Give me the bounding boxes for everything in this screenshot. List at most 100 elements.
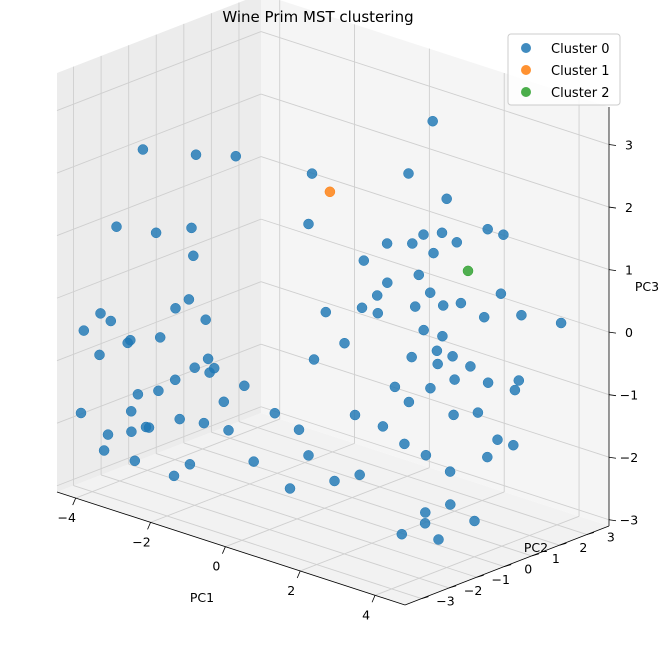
- y-tick-label: 1: [552, 551, 560, 566]
- data-point-cluster-1: [324, 186, 336, 198]
- data-point-cluster-0: [354, 469, 365, 481]
- data-point-cluster-0: [555, 317, 567, 329]
- grid-line-z: [260, 93, 610, 208]
- data-point-cluster-0: [437, 330, 448, 342]
- data-point-cluster-0: [513, 375, 525, 386]
- data-point-cluster-0: [329, 475, 340, 487]
- data-point-cluster-0: [381, 238, 393, 249]
- data-point-cluster-0: [78, 325, 90, 336]
- data-point-cluster-0: [150, 227, 162, 239]
- y-tick-label: 3: [607, 530, 615, 545]
- legend-label: Cluster 2: [551, 86, 610, 101]
- data-point-cluster-0: [465, 361, 476, 372]
- data-point-cluster-0: [349, 409, 361, 421]
- data-point-cluster-0: [190, 149, 202, 160]
- z-axis-label: PC3: [635, 279, 659, 294]
- data-point-cluster-0: [492, 434, 503, 445]
- z-tick-label: 2: [625, 200, 633, 215]
- x-tick-mark: [222, 546, 226, 554]
- data-point-cluster-0: [428, 247, 439, 259]
- grid-line-z: [56, 218, 262, 299]
- data-point-cluster-0: [248, 456, 259, 467]
- data-point-cluster-0: [169, 374, 181, 386]
- axis-ticks: −4 −2 0 2 4 −3 −2 −1 0 1 2 3 −3 −2 −1 0 1 2 3: [57, 138, 638, 623]
- grid-line-z: [56, 31, 262, 111]
- data-point-cluster-0: [95, 308, 106, 319]
- data-point-cluster-0: [204, 367, 215, 378]
- data-point-cluster-2: [462, 265, 474, 277]
- data-point-cluster-0: [478, 311, 490, 323]
- grid-line-x: [374, 515, 580, 596]
- x-tick-label: −4: [57, 510, 75, 525]
- data-point-cluster-0: [406, 351, 417, 363]
- data-point-cluster-0: [102, 429, 114, 440]
- data-point-cluster-0: [153, 385, 164, 397]
- x-tick-mark: [147, 522, 151, 530]
- data-point-cluster-0: [371, 290, 383, 301]
- legend-marker: [521, 43, 531, 53]
- data-point-cluster-0: [94, 349, 105, 361]
- data-point-cluster-0: [433, 534, 444, 545]
- data-point-cluster-0: [444, 466, 456, 477]
- data-point-cluster-0: [389, 381, 401, 393]
- data-point-cluster-0: [447, 351, 458, 362]
- data-point-cluster-0: [75, 407, 87, 419]
- grid-line-y: [156, 453, 505, 567]
- grid-line-z: [260, 218, 610, 333]
- legend-marker: [521, 65, 531, 75]
- data-point-cluster-0: [508, 439, 519, 451]
- y-tick-mark: [421, 596, 429, 599]
- data-point-cluster-0: [419, 518, 431, 529]
- data-point-cluster-0: [407, 238, 418, 249]
- data-point-cluster-0: [448, 409, 459, 421]
- data-point-cluster-0: [418, 324, 429, 336]
- data-point-cluster-0: [482, 377, 494, 388]
- data-point-cluster-0: [188, 250, 199, 262]
- grid-line-x: [150, 442, 355, 523]
- y-tick-mark: [559, 542, 567, 546]
- y-tick-mark: [531, 553, 539, 557]
- data-point-cluster-0: [418, 229, 429, 240]
- x-tick-mark: [296, 570, 301, 579]
- data-point-cluster-0: [356, 302, 368, 314]
- grid-line-z: [260, 406, 610, 521]
- z-tick-label: 0: [625, 325, 633, 340]
- data-point-cluster-0: [455, 297, 467, 309]
- data-point-cluster-0: [306, 168, 318, 179]
- data-point-cluster-0: [377, 421, 389, 432]
- data-point-cluster-0: [449, 374, 460, 385]
- z-tick-label: −3: [620, 513, 638, 528]
- data-point-cluster-0: [403, 168, 414, 179]
- x-axis-line: [56, 491, 406, 606]
- z-tick-label: 1: [625, 263, 633, 278]
- data-point-cluster-0: [437, 300, 449, 311]
- legend-box: [507, 33, 621, 106]
- grid-line-z: [56, 156, 262, 237]
- z-tick-mark: [608, 519, 617, 522]
- data-point-cluster-0: [431, 345, 443, 357]
- grid-line-z: [56, 281, 262, 362]
- z-tick-mark: [608, 144, 617, 146]
- grid-line-y: [128, 463, 477, 578]
- y-tick-mark: [586, 532, 595, 535]
- z-tick-mark: [608, 331, 617, 334]
- data-point-cluster-0: [498, 229, 509, 240]
- grid-line-x: [75, 418, 280, 499]
- data-point-cluster-0: [202, 353, 214, 365]
- data-point-cluster-0: [168, 470, 180, 482]
- y-tick-label: −2: [464, 583, 482, 598]
- data-point-cluster-0: [122, 337, 133, 349]
- data-point-cluster-0: [424, 287, 436, 298]
- data-point-cluster-0: [184, 459, 196, 470]
- data-point-cluster-0: [143, 422, 155, 433]
- data-point-cluster-0: [200, 314, 211, 325]
- grid-line-y: [73, 485, 422, 600]
- grid-line-z: [56, 406, 262, 487]
- data-point-cluster-0: [339, 337, 350, 349]
- data-point-cluster-0: [382, 277, 393, 288]
- data-point-cluster-0: [303, 218, 314, 230]
- grid-lines: [56, 0, 610, 600]
- data-point-cluster-0: [111, 221, 122, 232]
- data-point-cluster-0: [230, 150, 242, 162]
